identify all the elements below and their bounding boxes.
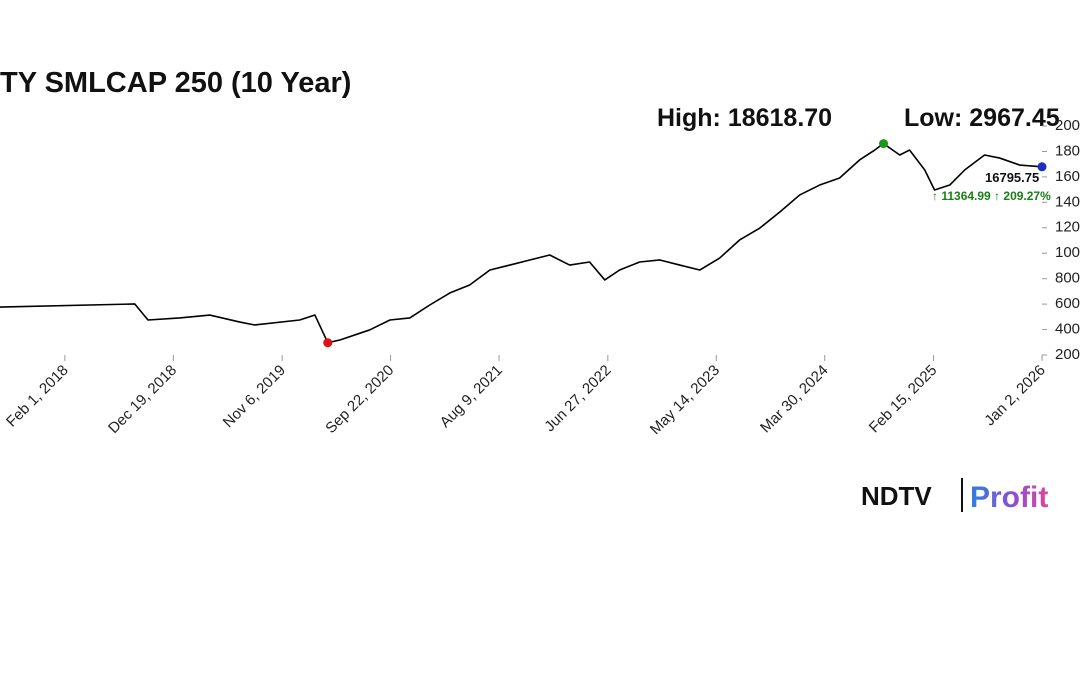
change-label: ↑ 11364.99 ↑ 209.27% [932, 189, 1051, 203]
chart-title: TY SMLCAP 250 (10 Year) [0, 67, 351, 99]
x-tick-label: May 14, 2023 [647, 362, 723, 438]
x-tick-label: Feb 1, 2018 [3, 362, 72, 431]
x-tick-label: Jan 2, 2026 [981, 362, 1048, 429]
price-line [0, 142, 1043, 344]
x-tick-label: Aug 9, 2021 [437, 362, 506, 431]
x-tick-label: Mar 30, 2024 [757, 362, 832, 437]
y-tick-label: 16000 [1055, 168, 1080, 185]
last-value-label: 16795.75 [985, 170, 1039, 185]
x-tick-label: Sep 22, 2020 [322, 362, 397, 437]
plot-area: 2000 4000 6000 8000 10000 12000 14000 16000 1800… [0, 117, 1080, 438]
y-tick-label: 12000 [1055, 219, 1080, 236]
y-tick-label: 6000 [1055, 295, 1080, 312]
last-marker [1037, 162, 1047, 172]
y-tick-label: 18000 [1055, 142, 1080, 159]
high-marker [879, 139, 889, 149]
logo-brand: NDTV [861, 481, 932, 511]
y-tick-label: 2000 [1055, 346, 1080, 363]
low-label: Low: 2967.45 [904, 104, 1060, 132]
x-tick-label: Dec 19, 2018 [105, 362, 180, 437]
logo-product: Profit [970, 481, 1048, 514]
x-tick-label: Nov 6, 2019 [220, 362, 289, 431]
low-marker [323, 338, 333, 348]
y-tick-label: 4000 [1055, 321, 1080, 338]
x-tick-label: Feb 15, 2025 [866, 362, 941, 437]
high-label: High: 18618.70 [657, 104, 832, 132]
x-tick-label: Jun 27, 2022 [541, 362, 614, 435]
y-tick-label: 8000 [1055, 270, 1080, 287]
y-tick-label: 10000 [1055, 244, 1080, 261]
y-tick-label: 20000 [1055, 117, 1080, 134]
y-tick-label: 14000 [1055, 193, 1080, 210]
